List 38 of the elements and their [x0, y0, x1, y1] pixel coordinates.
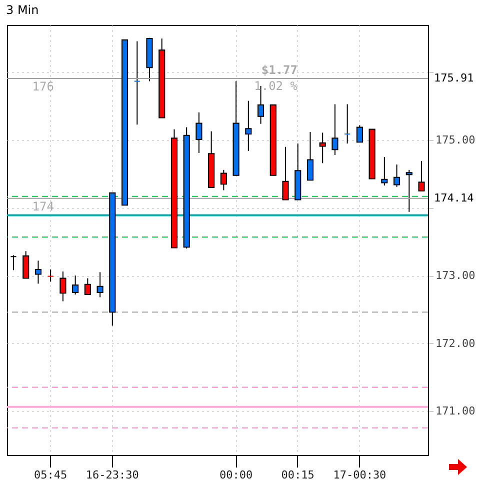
candlestick	[96, 272, 104, 298]
candlestick	[406, 169, 412, 212]
candlestick	[47, 268, 54, 282]
candlestick	[356, 124, 363, 143]
candlestick	[10, 254, 17, 271]
candlestick	[220, 169, 227, 191]
candlestick	[84, 278, 91, 296]
annotation: 176	[32, 79, 54, 94]
candlestick	[381, 156, 388, 186]
candlestick	[332, 104, 338, 156]
x-tick-label: 17-00:30	[333, 468, 386, 482]
ref-line-label: 174.14	[434, 191, 474, 204]
y-tick-label: 173.00	[436, 269, 476, 282]
candlestick	[418, 160, 425, 192]
candlestick	[34, 260, 42, 284]
candlestick	[60, 270, 66, 302]
candlestick	[394, 164, 400, 188]
ref-line-label: 175.91	[434, 71, 474, 84]
candlestick	[196, 112, 202, 154]
candlestick	[344, 104, 351, 144]
candlestick	[282, 146, 289, 200]
candlestick	[22, 250, 30, 279]
candlestick	[72, 275, 79, 296]
chart-title: 3 Min	[6, 3, 39, 17]
x-tick-label: 05:45	[34, 468, 68, 482]
annotation: $1.77	[261, 63, 298, 78]
candlestick	[245, 100, 252, 152]
annotation: 174	[32, 199, 54, 214]
y-tick-label: 175.00	[436, 134, 476, 147]
x-tick-label: 16-23:30	[86, 468, 139, 482]
candlestick	[319, 132, 326, 164]
x-tick-label: 00:00	[219, 468, 253, 482]
annotation: 1.02 %	[254, 79, 298, 94]
x-tick-label: 00:15	[281, 468, 314, 482]
candlestick	[134, 40, 140, 126]
y-tick-label: 172.00	[436, 336, 476, 350]
candlestick	[306, 131, 314, 181]
y-tick-label: 171.00	[436, 404, 476, 418]
